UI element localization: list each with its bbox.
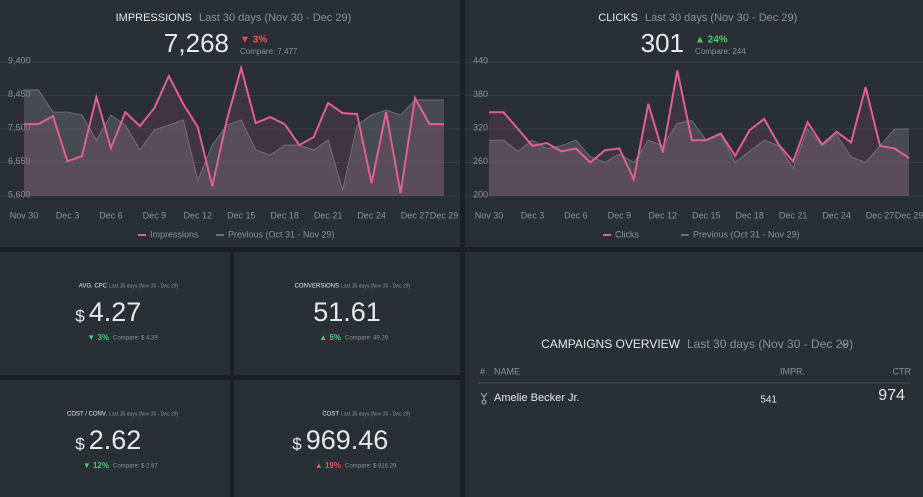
x-tick-label: Dec 27 — [401, 210, 430, 220]
kpi-value: 301 — [641, 28, 684, 58]
kpi-value: 51.61 — [313, 297, 381, 327]
column-header: NAME — [494, 366, 520, 376]
legend-label[interactable]: Impressions — [150, 229, 199, 239]
line — [489, 120, 909, 170]
kpi-value: 4.27 — [89, 297, 142, 327]
medal-icon — [480, 392, 488, 405]
y-tick-label: 8,450 — [8, 89, 31, 99]
dropdown-icon[interactable] — [840, 342, 848, 347]
impressions-cell: 541 — [760, 395, 777, 406]
kpi-compare: Compare: 244 — [695, 47, 746, 56]
y-tick-label: 260 — [473, 156, 488, 166]
x-tick-label: Dec 9 — [608, 210, 632, 220]
kpi-currency: $ — [75, 306, 85, 325]
legend-label[interactable]: Clicks — [615, 229, 639, 239]
legend-label[interactable]: Previous (Oct 31 - Nov 29) — [693, 229, 800, 239]
line — [24, 64, 444, 194]
kpi-title: COST — [322, 412, 339, 418]
date-range[interactable]: Last 30 days (Nov 30 - Dec 29) — [199, 12, 351, 24]
x-tick-label: Dec 9 — [143, 210, 167, 220]
x-tick-label: Dec 12 — [184, 210, 213, 220]
y-tick-label: 6,550 — [8, 156, 31, 166]
kpi-change: ▼ 3% — [87, 333, 109, 342]
kpi-change: ▲ 24% — [695, 35, 728, 46]
x-tick-label: Dec 24 — [357, 210, 386, 220]
x-tick-label: Dec 6 — [99, 210, 123, 220]
kpi-value: 969.46 — [306, 425, 389, 455]
line — [24, 89, 444, 191]
chart-title: CLICKS — [598, 12, 638, 24]
panel — [234, 252, 460, 375]
x-tick-label: Dec 29 — [895, 210, 923, 220]
panel — [234, 380, 460, 497]
kpi-value: 2.62 — [89, 425, 142, 455]
campaigns-title: CAMPAIGNS OVERVIEW — [541, 337, 681, 351]
column-header: IMPR. — [780, 366, 805, 376]
y-tick-label: 440 — [473, 55, 488, 65]
x-tick-label: Dec 3 — [56, 210, 80, 220]
kpi-change: ▼ 3% — [240, 35, 267, 46]
kpi-currency: $ — [75, 434, 85, 453]
campaigns-date-range[interactable]: Last 30 days (Nov 30 - Dec 29) — [687, 337, 853, 351]
x-tick-label: Dec 6 — [564, 210, 588, 220]
y-tick-label: 9,400 — [8, 55, 31, 65]
kpi-compare: Compare: $ 4.39 — [113, 336, 158, 342]
kpi-change: ▲ 19% — [315, 461, 341, 470]
kpi-change: ▲ 5% — [319, 333, 341, 342]
x-tick-label: Dec 24 — [822, 210, 851, 220]
x-tick-label: Nov 30 — [10, 210, 39, 220]
x-tick-label: Dec 27 — [866, 210, 895, 220]
y-tick-label: 380 — [473, 89, 488, 99]
area — [489, 70, 909, 196]
y-tick-label: 320 — [473, 122, 488, 132]
campaign-name[interactable]: Amelie Becker Jr. — [494, 392, 580, 404]
kpi-value: 7,268 — [164, 28, 229, 58]
kpi-currency: $ — [292, 434, 302, 453]
kpi-date-range[interactable]: Last 30 days (Nov 30 - Dec 29) — [109, 283, 179, 289]
panel — [0, 380, 230, 497]
panel — [465, 252, 923, 497]
y-tick-label: 5,600 — [8, 189, 31, 199]
kpi-title: AVG. CPC — [79, 284, 108, 290]
panel — [0, 252, 230, 375]
x-tick-label: Dec 29 — [430, 210, 459, 220]
area — [24, 90, 444, 196]
legend-label[interactable]: Previous (Oct 31 - Nov 29) — [228, 229, 335, 239]
kpi-date-range[interactable]: Last 30 days (Nov 30 - Dec 29) — [109, 411, 179, 417]
x-tick-label: Nov 30 — [475, 210, 504, 220]
date-range[interactable]: Last 30 days (Nov 30 - Dec 29) — [645, 12, 797, 24]
area — [24, 68, 444, 196]
kpi-title: COST / CONV. — [67, 412, 107, 418]
x-tick-label: Dec 3 — [521, 210, 545, 220]
y-tick-label: 7,500 — [8, 122, 31, 132]
kpi-compare: Compare: $ 816.29 — [345, 464, 397, 470]
kpi-compare: Compare: 49.29 — [345, 336, 389, 342]
x-tick-label: Dec 15 — [692, 210, 721, 220]
x-tick-label: Dec 21 — [779, 210, 808, 220]
y-tick-label: 200 — [473, 189, 488, 199]
x-tick-label: Dec 12 — [649, 210, 678, 220]
x-tick-label: Dec 21 — [314, 210, 343, 220]
kpi-change: ▼ 12% — [83, 461, 109, 470]
column-header: # — [480, 366, 485, 376]
chart-title: IMPRESSIONS — [116, 12, 192, 24]
kpi-date-range[interactable]: Last 30 days (Nov 30 - Dec 29) — [341, 411, 411, 417]
kpi-title: CONVERSIONS — [295, 284, 339, 290]
x-tick-label: Dec 18 — [735, 210, 764, 220]
kpi-compare: Compare: $ 2.97 — [113, 464, 158, 470]
ctr-cell: 974 — [878, 387, 905, 404]
x-tick-label: Dec 18 — [270, 210, 299, 220]
x-tick-label: Dec 15 — [227, 210, 256, 220]
kpi-compare: Compare: 7,477 — [240, 47, 298, 56]
column-header: CTR — [893, 366, 912, 376]
kpi-date-range[interactable]: Last 30 days (Nov 30 - Dec 29) — [341, 283, 411, 289]
line — [489, 70, 910, 183]
